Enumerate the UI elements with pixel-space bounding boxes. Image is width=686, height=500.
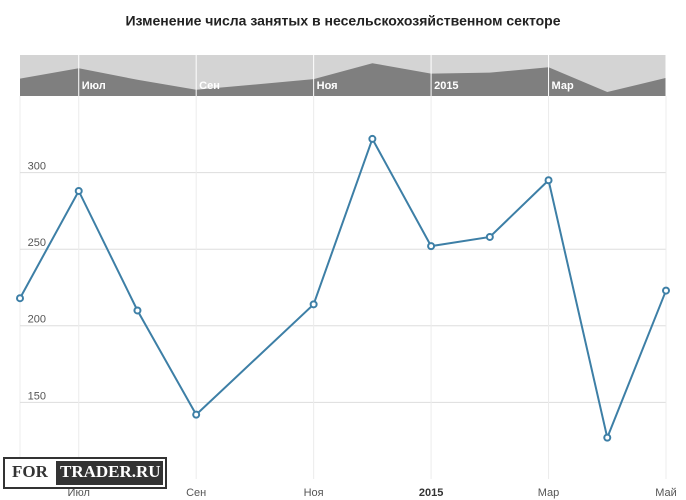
point — [74, 186, 83, 195]
navigator-label: Ноя — [317, 80, 338, 92]
point — [662, 286, 670, 295]
navigator-label: Сен — [199, 80, 220, 92]
y-tick-label: 300 — [28, 161, 46, 173]
point — [603, 433, 612, 442]
watermark-text: FOR — [12, 462, 49, 481]
y-tick-label: 200 — [28, 314, 46, 326]
x-tick-label: Ноя — [304, 487, 324, 499]
point — [133, 306, 142, 315]
point — [192, 410, 201, 419]
watermark: FOR TRADER.RU — [3, 457, 167, 489]
line — [19, 136, 667, 441]
watermark-band — [56, 461, 163, 485]
point — [309, 300, 318, 309]
x-tick-label: Мар — [538, 487, 560, 499]
y-tick-label: 150 — [28, 390, 46, 402]
navigator-label: Май — [669, 80, 686, 92]
y-tick-label: 250 — [28, 237, 46, 249]
x-tick-label: Июл — [68, 487, 90, 499]
point — [427, 242, 436, 251]
navigator-label: Июл — [82, 80, 106, 92]
point — [485, 232, 494, 241]
point — [368, 134, 377, 143]
x-tick-label: Май — [655, 487, 677, 499]
chart-title: Изменение числа занятых в несельскохозяй… — [125, 13, 560, 29]
navigator-label: 2015 — [434, 80, 458, 92]
x-tick-label: Сен — [186, 487, 206, 499]
point — [16, 294, 24, 303]
point — [544, 176, 553, 185]
navigator-area — [20, 63, 666, 96]
watermark-text: TRADER.RU — [60, 462, 161, 481]
x-tick-label: 2015 — [419, 487, 443, 499]
navigator-label: Мар — [552, 80, 574, 92]
